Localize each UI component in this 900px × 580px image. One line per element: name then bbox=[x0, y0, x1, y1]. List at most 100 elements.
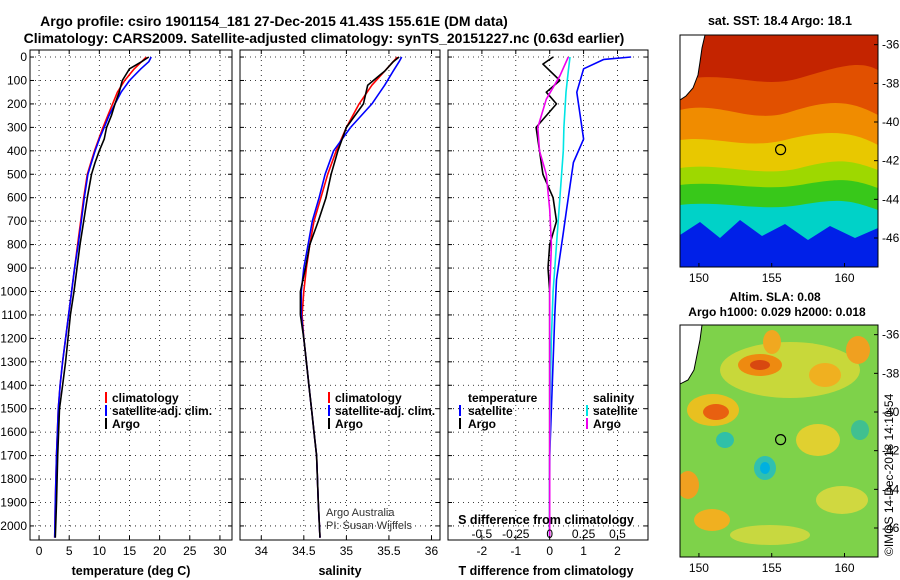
difference-x2label: S difference from climatology bbox=[458, 513, 634, 527]
credit-argo-australia: Argo Australia bbox=[326, 507, 395, 519]
salinity-series-argo bbox=[299, 56, 400, 538]
sst-lon-label: 160 bbox=[834, 271, 854, 285]
sst-coastline bbox=[680, 35, 706, 101]
sst-axes: 150 155 160 -36 -38 -40 -42 -44 -46 bbox=[689, 38, 900, 285]
temperature-series-climatology bbox=[53, 56, 147, 538]
depth-tick-label: 100 bbox=[7, 73, 27, 87]
legend-heading-salinity: salinity bbox=[593, 391, 635, 405]
temperature-xtick-label: 25 bbox=[183, 544, 197, 558]
temperature-xtick-label: 10 bbox=[93, 544, 107, 558]
difference-x2tick-label: -0.5 bbox=[472, 527, 493, 541]
sla-blob bbox=[763, 330, 781, 354]
depth-tick-label: 0 bbox=[20, 50, 27, 64]
salinity-xtick-label: 35.5 bbox=[377, 544, 401, 558]
sst-map-title: sat. SST: 18.4 Argo: 18.1 bbox=[708, 14, 852, 28]
difference-series-salinity-argo bbox=[536, 56, 570, 538]
depth-tick-label: 900 bbox=[7, 261, 27, 275]
legend-label-climatology: climatology bbox=[112, 391, 179, 405]
temperature-xtick-label: 30 bbox=[213, 544, 227, 558]
sla-blob bbox=[760, 462, 770, 474]
depth-tick-label: 700 bbox=[7, 214, 27, 228]
depth-tick-label: 600 bbox=[7, 191, 27, 205]
temperature-xtick-label: 20 bbox=[153, 544, 167, 558]
sla-field bbox=[680, 325, 878, 557]
sst-float-marker bbox=[775, 144, 787, 156]
legend-heading-temperature: temperature bbox=[468, 391, 538, 405]
sst-band-blue bbox=[680, 220, 878, 267]
sla-lat-label: -44 bbox=[882, 482, 900, 496]
sst-lon-label: 150 bbox=[689, 271, 709, 285]
legend-label-temp-satellite: satellite bbox=[468, 404, 513, 418]
axes-layer: 0 5 10 15 20 25 300100200300400500600700800900… bbox=[0, 50, 648, 558]
depth-tick-label: 1100 bbox=[1, 308, 27, 322]
depth-tick-label: 1200 bbox=[0, 331, 27, 345]
sla-map-title-line2: Argo h1000: 0.029 h2000: 0.018 bbox=[688, 305, 866, 319]
sla-lat-label: -40 bbox=[882, 405, 900, 419]
sla-blob bbox=[750, 360, 770, 370]
depth-tick-label: 1500 bbox=[0, 402, 27, 416]
imos-watermark: ©IMOS 14-Dec-2018 14:10:54 bbox=[882, 393, 896, 556]
sla-blob bbox=[851, 420, 869, 440]
legend-label-climatology: climatology bbox=[335, 391, 402, 405]
difference-x2tick-label: 0 bbox=[546, 527, 553, 541]
depth-tick-label: 800 bbox=[7, 238, 27, 252]
sla-lat-label: -42 bbox=[882, 444, 900, 458]
difference-xtick-label: 1 bbox=[580, 544, 587, 558]
sla-blob bbox=[703, 404, 729, 420]
sla-coastline bbox=[680, 325, 703, 385]
salinity-xlabel: salinity bbox=[318, 564, 361, 578]
sla-float-marker bbox=[775, 434, 787, 446]
temperature-xtick-label: 0 bbox=[36, 544, 43, 558]
difference-xtick-label: -1 bbox=[510, 544, 521, 558]
difference-x2tick-label: 0.5 bbox=[609, 527, 626, 541]
difference-panel-frame bbox=[447, 49, 649, 541]
salinity-xtick-label: 34.5 bbox=[292, 544, 316, 558]
temperature-xtick-label: 5 bbox=[66, 544, 73, 558]
sst-map: sat. SST: 18.4 Argo: 18.1 150 155 160 -36 -3… bbox=[679, 14, 900, 285]
depth-tick-label: 1400 bbox=[0, 378, 27, 392]
difference-xlabel: T difference from climatology bbox=[458, 564, 633, 578]
sst-lat-label: -44 bbox=[882, 192, 900, 206]
difference-series-salinity-satellite bbox=[548, 56, 571, 538]
depth-tick-label: 1600 bbox=[0, 425, 27, 439]
sla-blob bbox=[809, 363, 841, 387]
sla-lat-label: -36 bbox=[882, 328, 900, 342]
depth-tick-label: 1900 bbox=[0, 495, 27, 509]
legend-label-satellite: satellite-adj. clim. bbox=[112, 404, 212, 418]
depth-tick-label: 1700 bbox=[0, 449, 27, 463]
temperature-series-satellite-adj-clim- bbox=[53, 56, 152, 538]
difference-xtick-label: -2 bbox=[477, 544, 488, 558]
series-layer bbox=[53, 56, 632, 538]
depth-tick-label: 2000 bbox=[0, 519, 27, 533]
sla-map: Altim. SLA: 0.08 Argo h1000: 0.029 h2000… bbox=[679, 290, 900, 575]
legend-label-temp-argo: Argo bbox=[468, 417, 496, 431]
sla-blob bbox=[730, 525, 810, 545]
figure-title-line2: Climatology: CARS2009. Satellite-adjuste… bbox=[24, 30, 625, 46]
sla-blob bbox=[694, 509, 730, 531]
depth-tick-label: 400 bbox=[7, 144, 27, 158]
legend-label-argo: Argo bbox=[335, 417, 363, 431]
difference-xtick-label: 0 bbox=[546, 544, 553, 558]
sst-lat-label: -46 bbox=[882, 231, 900, 245]
salinity-xtick-label: 34 bbox=[255, 544, 269, 558]
temperature-panel-frame bbox=[29, 49, 233, 541]
depth-tick-label: 500 bbox=[7, 167, 27, 181]
sla-blob bbox=[796, 424, 840, 456]
temperature-xlabel: temperature (deg C) bbox=[72, 564, 191, 578]
salinity-legend: climatology satellite-adj. clim. Argo Ar… bbox=[326, 391, 435, 532]
temperature-legend: climatology satellite-adj. clim. Argo bbox=[105, 391, 212, 431]
salinity-xtick-label: 35 bbox=[340, 544, 354, 558]
sla-map-title-line1: Altim. SLA: 0.08 bbox=[729, 290, 821, 304]
sla-blob bbox=[816, 486, 868, 514]
difference-x2tick-label: -0.25 bbox=[502, 527, 530, 541]
sla-lat-label: -46 bbox=[882, 521, 900, 535]
difference-x2tick-label: 0.25 bbox=[572, 527, 596, 541]
depth-tick-label: 1300 bbox=[0, 355, 27, 369]
depth-tick-label: 300 bbox=[7, 120, 27, 134]
legend-label-satellite: satellite-adj. clim. bbox=[335, 404, 435, 418]
sla-lon-label: 160 bbox=[834, 561, 854, 575]
difference-series-temperature-satellite bbox=[548, 56, 632, 538]
sst-lon-label: 155 bbox=[762, 271, 782, 285]
sla-lon-label: 150 bbox=[689, 561, 709, 575]
